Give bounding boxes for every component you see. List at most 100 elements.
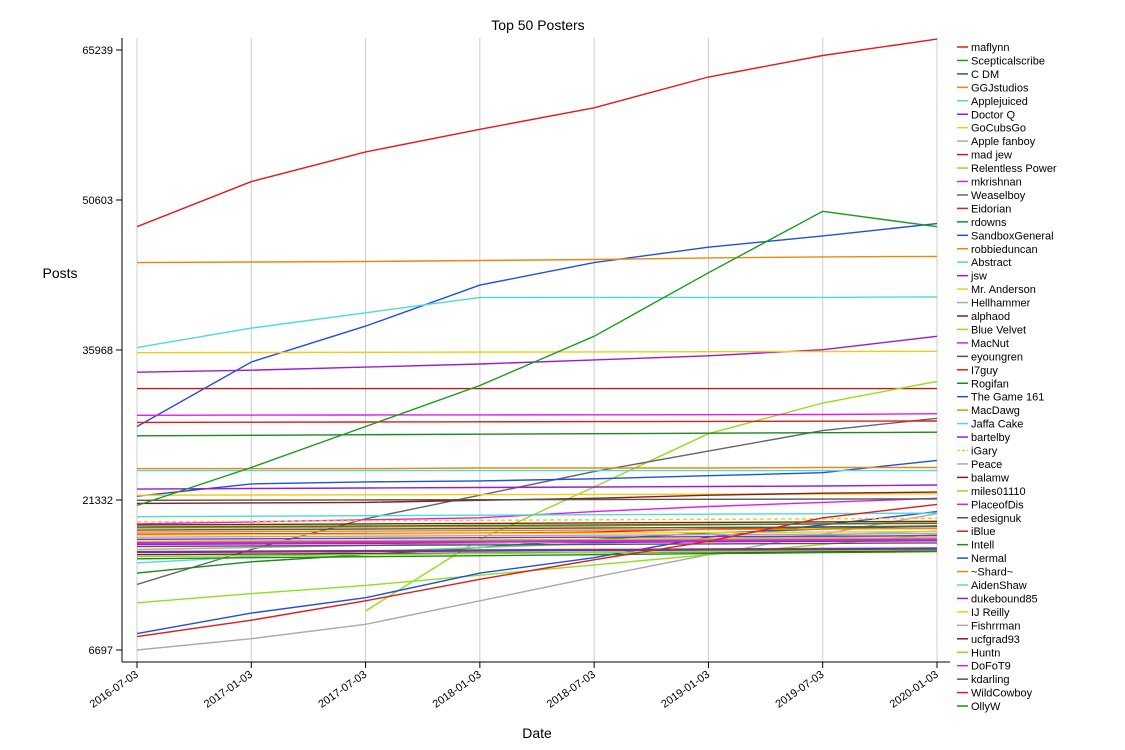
- series-line-ij-reilly: [136, 530, 938, 536]
- series-line-gocubsgo: [136, 350, 938, 354]
- legend-label: I7guy: [971, 365, 998, 377]
- series-line-alphaod: [136, 491, 938, 505]
- legend-label: Doctor Q: [971, 109, 1015, 121]
- series-line-maflynn: [136, 38, 938, 228]
- series-line-mr-anderson: [136, 493, 938, 496]
- legend-label: Relentless Power: [971, 163, 1057, 175]
- legend-label: Peace: [971, 459, 1002, 471]
- legend-label: Blue Velvet: [971, 324, 1026, 336]
- legend-label: IJ Reilly: [971, 607, 1010, 619]
- legend-label: DoFoT9: [971, 661, 1011, 673]
- series-line-eyoungren: [136, 498, 938, 501]
- legend-label: Huntn: [971, 647, 1000, 659]
- y-tick-label: 65239: [82, 45, 113, 57]
- series-line-weaselboy: [136, 417, 938, 586]
- legend-label: AidenShaw: [971, 580, 1027, 592]
- series-line-edesignuk: [136, 542, 938, 548]
- series-line-scepticalscribe-trend: [136, 210, 938, 507]
- y-tick-label: 6697: [89, 645, 113, 657]
- legend-label: GoCubsGo: [971, 123, 1026, 135]
- series-line-sandboxgeneral: [136, 459, 938, 497]
- series-line-wildcowboy: [136, 503, 938, 638]
- legend-label: MacDawg: [971, 405, 1020, 417]
- x-tick-label: 2017-01-03: [202, 669, 255, 711]
- series-line-mkrishnan: [136, 413, 938, 416]
- legend-label: Nermal: [971, 553, 1006, 565]
- series-line-nermal: [136, 548, 938, 554]
- legend-label: GGJstudios: [971, 82, 1029, 94]
- legend-label: Scepticalscribe: [971, 55, 1045, 67]
- series-line-iblue: [136, 547, 938, 553]
- series-line-c-dm: [136, 222, 938, 428]
- y-tick-label: 35968: [82, 345, 113, 357]
- x-tick-label: 2016-07-03: [88, 669, 141, 711]
- series-line-dukebound85: [136, 535, 938, 540]
- x-tick-label: 2019-07-03: [773, 669, 826, 711]
- axes: 6697 21332 35968 50603 65239 2016-07-03 2017-0…: [82, 38, 950, 711]
- legend-label: iGary: [971, 446, 998, 458]
- x-tick-label: 2018-07-03: [545, 669, 598, 711]
- legend-label: edesignuk: [971, 513, 1022, 525]
- series-line-miles01110: [136, 548, 938, 558]
- legend-label: OllyW: [971, 701, 1001, 713]
- series-line-huntn: [136, 537, 938, 542]
- series-line-doctor-q: [136, 335, 938, 373]
- series-line-fishrrman: [136, 532, 938, 538]
- series-line-applejuiced: [136, 296, 938, 349]
- x-tick-label: 2017-07-03: [316, 669, 369, 711]
- legend-label: Intell: [971, 540, 994, 552]
- legend-label: The Game 161: [971, 392, 1044, 404]
- legend-label: SandboxGeneral: [971, 230, 1054, 242]
- y-axis-label: Posts: [42, 265, 77, 281]
- legend-label: eyoungren: [971, 351, 1023, 363]
- legend-label: miles01110: [971, 486, 1026, 498]
- legend-label: Fishrrman: [971, 620, 1021, 632]
- series-line-ollyw: [136, 522, 938, 528]
- legend-label: kdarling: [971, 674, 1010, 686]
- legend-label: mad jew: [971, 150, 1012, 162]
- x-tick-label: 2018-01-03: [431, 669, 484, 711]
- legend-label: rdowns: [971, 217, 1007, 229]
- legend-label: Applejuiced: [971, 96, 1028, 108]
- legend-label: ucfgrad93: [971, 634, 1020, 646]
- legend-label: balamw: [971, 472, 1009, 484]
- legend-label: Mr. Anderson: [971, 284, 1036, 296]
- series-line-eidorian: [136, 420, 938, 424]
- grid-lines: [136, 38, 938, 662]
- series-line--shard-: [136, 527, 938, 533]
- x-axis-label: Date: [522, 725, 552, 741]
- series-line-robbieduncan: [137, 466, 937, 470]
- legend-label: Jaffa Cake: [971, 419, 1023, 431]
- legend-label: MacNut: [971, 338, 1009, 350]
- series-line-dofot9: [136, 539, 938, 545]
- legend-label: Hellhammer: [971, 298, 1031, 310]
- series-line-ggjstudios: [136, 255, 938, 264]
- x-tick-label: 2020-01-03: [888, 669, 941, 711]
- series-line-rdowns: [136, 431, 938, 437]
- series-line-kdarling: [136, 525, 938, 531]
- legend-label: alphaod: [971, 311, 1010, 323]
- series-line-intell: [136, 550, 938, 560]
- x-tick-label: 2019-01-03: [659, 669, 712, 711]
- series-line-igary: [136, 517, 938, 523]
- legend-label: ~Shard~: [971, 567, 1013, 579]
- legend-label: bartelby: [971, 432, 1011, 444]
- legend-label: robbieduncan: [971, 244, 1038, 256]
- legend-label: jsw: [970, 271, 987, 283]
- y-tick-label: 50603: [82, 195, 113, 207]
- legend-label: Rogifan: [971, 378, 1009, 390]
- legend-label: C DM: [971, 69, 999, 81]
- chart-title: Top 50 Posters: [491, 17, 584, 33]
- y-tick-label: 21332: [82, 495, 113, 507]
- series-line-placeofdis: [136, 538, 938, 544]
- legend-label: Apple fanboy: [971, 136, 1036, 148]
- legend-label: WildCowboy: [971, 688, 1033, 700]
- legend-label: dukebound85: [971, 593, 1038, 605]
- legend-label: Weaselboy: [971, 190, 1026, 202]
- legend-label: Abstract: [971, 257, 1011, 269]
- legend-label: maflynn: [971, 42, 1010, 54]
- legend-label: Eidorian: [971, 203, 1011, 215]
- legend-label: mkrishnan: [971, 177, 1022, 189]
- series-lines: [136, 38, 938, 651]
